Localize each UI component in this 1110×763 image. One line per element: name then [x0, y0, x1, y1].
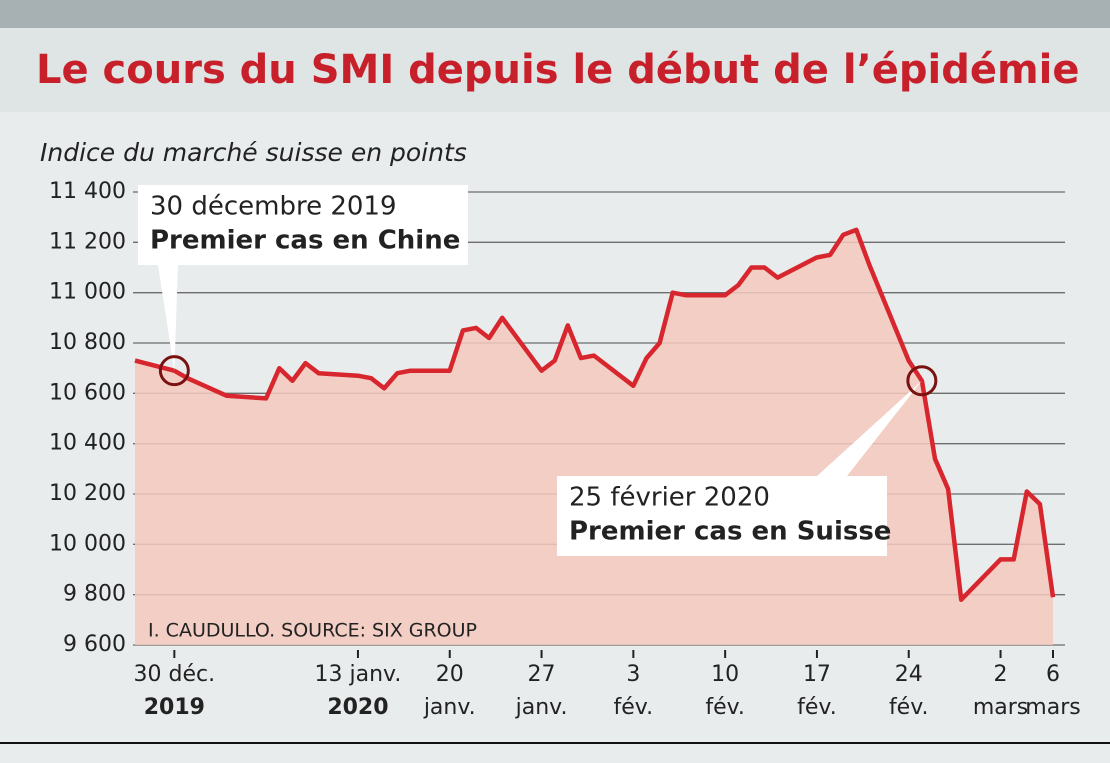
- x-tick-label: 2019: [144, 695, 205, 720]
- pointer: [817, 380, 922, 476]
- x-tick-label: 10: [711, 662, 739, 687]
- y-tick-label: 10 600: [49, 380, 126, 405]
- subtitle: Indice du marché suisse en points: [40, 138, 467, 167]
- x-tick-label: mars: [1025, 695, 1080, 720]
- x-tick-label: janv.: [423, 695, 476, 720]
- x-tick-label: 2: [994, 662, 1008, 687]
- annotations: 30 décembre 2019 Premier cas en Chine 25 f…: [138, 185, 938, 556]
- x-tick-label: 6: [1046, 662, 1060, 687]
- x-tick-label: 27: [528, 662, 556, 687]
- x-tick-label: 24: [895, 662, 923, 687]
- annotation-marker: [158, 355, 190, 387]
- y-tick-label: 10 000: [49, 531, 126, 556]
- y-tick-label: 9 800: [63, 582, 126, 607]
- y-tick-label: 9 600: [63, 632, 126, 657]
- x-tick-label: 3: [626, 662, 640, 687]
- source: I. CAUDULLO. SOURCE: SIX GROUP: [148, 620, 477, 642]
- annotation-date: 25 février 2020: [569, 483, 770, 513]
- annotation-text: Premier cas en Suisse: [569, 517, 891, 547]
- x-tick-label: fév.: [797, 695, 837, 720]
- title-band: [0, 28, 1110, 112]
- annotation-box: [557, 476, 887, 556]
- x-tick-label: 2020: [327, 695, 388, 720]
- y-tick-label: 11 000: [49, 280, 126, 305]
- x-tick-label: fév.: [614, 695, 654, 720]
- x-tick-label: 30 déc.: [134, 662, 216, 687]
- x-tick-label: janv.: [515, 695, 568, 720]
- y-tick-label: 11 400: [49, 179, 126, 204]
- x-tick-label: 20: [436, 662, 464, 687]
- annotation-text: Premier cas en Chine: [150, 226, 460, 256]
- x-tick-label: 13 janv.: [315, 662, 402, 687]
- x-tick-label: mars: [973, 695, 1028, 720]
- y-tick-label: 10 800: [49, 330, 126, 355]
- chart-title: Le cours du SMI depuis le début de l’épi…: [36, 47, 1079, 93]
- x-tick-label: 17: [803, 662, 831, 687]
- y-tick-label: 11 200: [49, 229, 126, 254]
- x-tick-label: fév.: [889, 695, 929, 720]
- pointer: [158, 265, 178, 371]
- annotation-marker: [906, 365, 938, 397]
- x-tick-label: fév.: [705, 695, 745, 720]
- y-tick-label: 10 200: [49, 481, 126, 506]
- y-tick-label: 10 400: [49, 431, 126, 456]
- price-line: [134, 227, 1056, 602]
- annotation-box: [138, 185, 468, 265]
- annotation-date: 30 décembre 2019: [150, 192, 397, 222]
- top-band: [0, 0, 1110, 28]
